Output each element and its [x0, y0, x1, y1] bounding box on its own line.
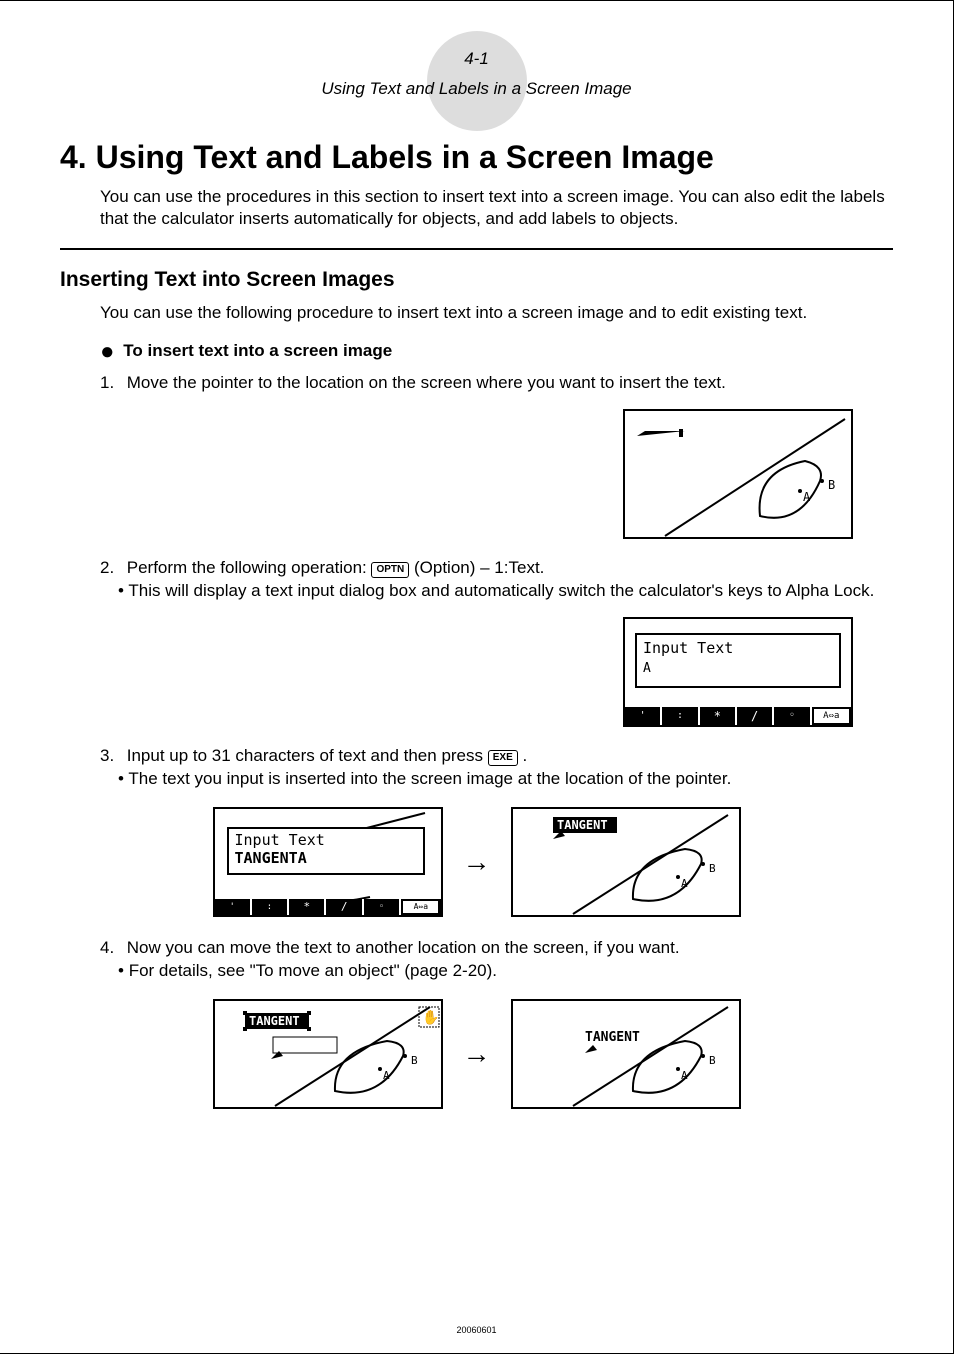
menu-alpha: A⇔a	[812, 707, 851, 725]
menu-alpha: A⇔a	[401, 899, 440, 915]
step-list-3: 3. Input up to 31 characters of text and…	[100, 745, 893, 791]
chapter-intro: You can use the procedures in this secti…	[100, 186, 893, 230]
header-subtitle: Using Text and Labels in a Screen Image	[60, 79, 893, 99]
step-4: 4. Now you can move the text to another …	[100, 937, 893, 983]
step-text: Now you can move the text to another loc…	[127, 938, 680, 957]
dialog-entry: TANGENTA	[235, 849, 417, 867]
point-b-label: B	[828, 478, 835, 492]
section-intro: You can use the following procedure to i…	[100, 302, 893, 324]
calc-screen-3b: TANGENT A B	[511, 807, 741, 917]
point-a-label: A	[681, 1069, 688, 1082]
page: 4-1 Using Text and Labels in a Screen Im…	[0, 0, 954, 1354]
step-text: Move the pointer to the location on the …	[127, 373, 726, 392]
point-a-label: A	[383, 1069, 390, 1082]
figure-3-row: Input Text TANGENTA ' : * / ◦ A⇔a → TANG…	[60, 807, 893, 917]
step-4-bullet: For details, see "To move an object" (pa…	[128, 960, 893, 983]
step-list-4: 4. Now you can move the text to another …	[100, 937, 893, 983]
step-1: 1. Move the pointer to the location on t…	[100, 372, 893, 395]
tangent-label-inv: TANGENT	[557, 818, 608, 832]
dialog-cursor: A	[643, 661, 833, 676]
step-3-bullet: The text you input is inserted into the …	[128, 768, 893, 791]
step-number: 2.	[100, 557, 122, 580]
point-b-label: B	[411, 1054, 418, 1067]
step-number: 1.	[100, 372, 122, 395]
calc-screen-2: Input Text A ' : * / ◦ A⇔a	[623, 617, 853, 727]
step-text-b: .	[523, 746, 528, 765]
exe-key: EXE	[488, 750, 518, 766]
divider	[60, 248, 893, 250]
step-text-b: (Option) – 1:Text.	[414, 558, 544, 577]
dialog-title: Input Text	[235, 831, 417, 849]
point-b-label: B	[709, 862, 716, 875]
calc-screen-1: A B	[623, 409, 853, 539]
arrow-icon: →	[463, 1038, 491, 1070]
procedure-heading: ● To insert text into a screen image	[100, 338, 893, 366]
page-header: 4-1 Using Text and Labels in a Screen Im…	[60, 31, 893, 99]
point-a-label: A	[803, 490, 811, 504]
section-title: Inserting Text into Screen Images	[60, 268, 893, 292]
calc-screen-3a: Input Text TANGENTA ' : * / ◦ A⇔a	[213, 807, 443, 917]
step-number: 3.	[100, 745, 122, 768]
tangent-label: TANGENT	[585, 1030, 640, 1045]
figure-2: Input Text A ' : * / ◦ A⇔a	[60, 617, 853, 727]
step-text-a: Perform the following operation:	[127, 558, 372, 577]
page-number: 4-1	[427, 49, 527, 69]
step-number: 4.	[100, 937, 122, 960]
dialog-title: Input Text	[643, 639, 833, 657]
point-a-label: A	[681, 877, 688, 890]
step-2: 2. Perform the following operation: OPTN…	[100, 557, 893, 603]
procedure-heading-text: To insert text into a screen image	[123, 341, 392, 360]
calc-screen-4b: TANGENT A B	[511, 999, 741, 1109]
step-text-a: Input up to 31 characters of text and th…	[127, 746, 488, 765]
tangent-label-inv: TANGENT	[249, 1014, 300, 1028]
arrow-icon: →	[463, 846, 491, 878]
optn-key: OPTN	[371, 562, 409, 578]
calc-screen-4a: TANGENT ✋ A B	[213, 999, 443, 1109]
footer-code: 20060601	[0, 1325, 953, 1335]
figure-1: A B	[60, 409, 853, 539]
step-3: 3. Input up to 31 characters of text and…	[100, 745, 893, 791]
chapter-title: 4. Using Text and Labels in a Screen Ima…	[60, 139, 893, 176]
step-list-2: 2. Perform the following operation: OPTN…	[100, 557, 893, 603]
step-2-bullet: This will display a text input dialog bo…	[128, 580, 893, 603]
step-list: 1. Move the pointer to the location on t…	[100, 372, 893, 395]
bullet-icon: ●	[100, 338, 115, 365]
figure-4-row: TANGENT ✋ A B → TANGENT	[60, 999, 893, 1109]
point-b-label: B	[709, 1054, 716, 1067]
